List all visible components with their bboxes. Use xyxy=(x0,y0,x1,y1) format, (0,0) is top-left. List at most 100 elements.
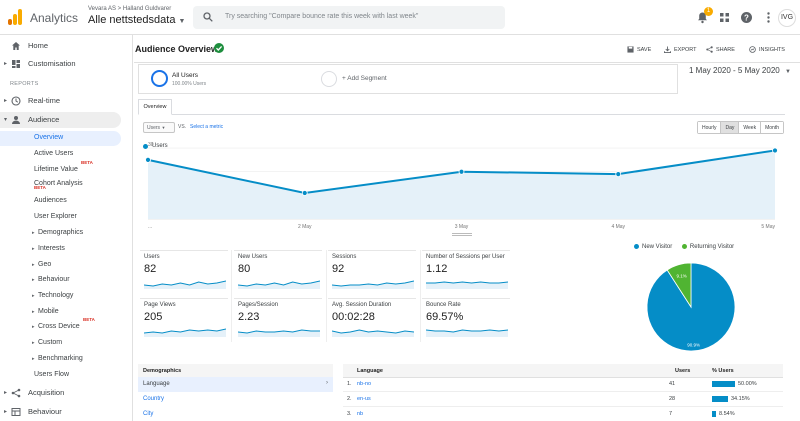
metric-divider xyxy=(231,250,232,342)
tab-overview[interactable]: Overview xyxy=(138,99,172,115)
sidebar-item-audiences[interactable]: Audiences xyxy=(0,194,133,209)
analytics-logo-icon[interactable] xyxy=(8,9,22,25)
demographics-item-label: Language xyxy=(143,381,170,387)
sidebar-item-mobile[interactable]: ▸ Mobile xyxy=(0,305,133,320)
granularity-day[interactable]: Day xyxy=(720,122,739,133)
language-link[interactable]: en-us xyxy=(357,396,371,402)
metric-card[interactable]: Sessions 92 xyxy=(328,250,416,294)
sidebar-item-overview[interactable]: Overview xyxy=(0,131,121,146)
metric-card[interactable]: Bounce Rate 69.57% xyxy=(422,298,510,342)
share-button[interactable]: SHARE xyxy=(706,46,735,53)
sidebar-item-cross-device[interactable]: ▸ Cross Device BETA xyxy=(0,317,133,335)
sidebar-item-audience[interactable]: ▾ Audience xyxy=(0,112,121,128)
home-icon xyxy=(12,42,20,50)
y-tick-label: 30 xyxy=(148,142,154,148)
metric-card[interactable]: Avg. Session Duration 00:02:28 xyxy=(328,298,416,342)
sidebar-item-lifetime-value[interactable]: Lifetime Value BETA xyxy=(0,160,133,178)
export-button[interactable]: EXPORT xyxy=(664,46,697,53)
expand-arrow-icon: ▸ xyxy=(32,309,35,315)
sidebar-item-behaviour-sub[interactable]: ▸ Behaviour xyxy=(0,273,133,288)
metric-select[interactable]: Users ▼ xyxy=(143,122,175,133)
data-point[interactable] xyxy=(615,171,622,177)
granularity-month[interactable]: Month xyxy=(760,122,783,133)
clock-icon xyxy=(11,96,21,106)
sidebar-item-demographics[interactable]: ▸ Demographics xyxy=(0,226,133,241)
apps-grid-icon[interactable] xyxy=(718,11,731,24)
sidebar-item-geo[interactable]: ▸ Geo xyxy=(0,258,133,273)
sidebar-item-active-users[interactable]: Active Users xyxy=(0,147,133,162)
chart-resize-handle[interactable] xyxy=(452,233,472,236)
sidebar-item-label: Behaviour xyxy=(28,407,62,416)
sidebar-item-custom[interactable]: ▸ Custom xyxy=(0,336,133,351)
x-tick-label: 4 May xyxy=(611,224,625,230)
insights-button[interactable]: INSIGHTS xyxy=(749,46,785,53)
chevron-right-icon: › xyxy=(326,380,328,386)
account-breadcrumb[interactable]: Vevara AS > Halland Guldvarer xyxy=(88,6,172,12)
sidebar-item-home[interactable]: Home xyxy=(0,38,133,54)
metric-card[interactable]: Users 82 xyxy=(140,250,228,294)
svg-text:?: ? xyxy=(744,13,749,22)
select-metric-link[interactable]: Select a metric xyxy=(190,124,224,130)
notifications-icon[interactable]: 1 xyxy=(696,7,713,24)
insights-label: INSIGHTS xyxy=(759,46,785,53)
sidebar-item-user-explorer[interactable]: User Explorer xyxy=(0,210,133,225)
metric-card[interactable]: Page Views 205 xyxy=(140,298,228,342)
sidebar-item-cohort-analysis[interactable]: Cohort Analysis BETA xyxy=(0,177,133,192)
pie-legend: New Visitor Returning Visitor xyxy=(634,244,734,250)
metric-label: Page Views xyxy=(144,302,176,308)
demographics-city[interactable]: City xyxy=(138,407,333,421)
granularity-week[interactable]: Week xyxy=(738,122,761,133)
sidebar-item-acquisition[interactable]: ▸ Acquisition xyxy=(0,385,133,401)
report-header: Audience Overview SAVE EXPORT SHARE INSI… xyxy=(134,35,800,63)
x-tick-label: ... xyxy=(148,224,152,230)
sidebar-item-technology[interactable]: ▸ Technology xyxy=(0,289,133,304)
metric-card[interactable]: New Users 80 xyxy=(234,250,322,294)
sidebar-item-users-flow[interactable]: Users Flow xyxy=(0,368,133,383)
metric-divider xyxy=(420,250,421,342)
add-segment-ring-icon[interactable] xyxy=(321,71,337,87)
more-vert-icon[interactable] xyxy=(762,11,775,24)
metric-card[interactable]: Pages/Session 2.23 xyxy=(234,298,322,342)
metric-card[interactable]: Number of Sessions per User 1.12 xyxy=(422,250,510,294)
sidebar-subitem-label: Audiences xyxy=(34,197,67,204)
data-point[interactable] xyxy=(145,157,151,163)
sidebar-subitem-label: Benchmarking xyxy=(38,355,83,362)
behaviour-icon xyxy=(11,408,21,416)
sidebar-subitem-label: Users Flow xyxy=(34,371,70,378)
property-selector[interactable]: Alle nettstedsdata ▼ xyxy=(88,14,185,26)
sparkline xyxy=(332,329,414,337)
granularity-hourly[interactable]: Hourly xyxy=(698,122,721,133)
segment-all-users[interactable]: All Users 100.00% Users xyxy=(139,65,309,93)
demographics-language[interactable]: Language › xyxy=(138,377,333,392)
data-point[interactable] xyxy=(301,190,308,196)
sidebar-item-benchmarking[interactable]: ▸ Benchmarking xyxy=(0,352,133,367)
row-pct: 34.15% xyxy=(731,396,750,402)
visitor-pie-chart[interactable]: 90.9% 9.1% xyxy=(644,260,738,356)
help-icon[interactable]: ? xyxy=(740,11,753,24)
demographics-item-label: City xyxy=(143,411,154,417)
language-link[interactable]: nb-no xyxy=(357,381,372,387)
pie-slice[interactable] xyxy=(666,262,692,309)
metric-value: 205 xyxy=(144,311,163,323)
save-button[interactable]: SAVE xyxy=(627,46,651,53)
language-link[interactable]: nb xyxy=(357,411,364,417)
column-header-users: Users xyxy=(675,368,691,374)
metric-value: 2.23 xyxy=(238,311,260,323)
sidebar-item-label: Real-time xyxy=(28,96,61,105)
metric-divider xyxy=(326,250,327,342)
date-range-picker[interactable]: 1 May 2020 - 5 May 2020 ▼ xyxy=(689,66,791,75)
data-point[interactable] xyxy=(458,168,465,175)
account-avatar[interactable]: IVG xyxy=(778,9,796,27)
sidebar-item-behaviour[interactable]: ▸ Behaviour xyxy=(0,404,133,420)
beta-badge: BETA xyxy=(81,160,93,165)
expand-arrow-icon: ▸ xyxy=(32,293,35,299)
legend-swatch xyxy=(681,244,687,249)
sidebar-item-customisation[interactable]: ▸ Customisation xyxy=(0,56,133,72)
add-segment-button[interactable]: + Add Segment xyxy=(342,75,387,82)
sidebar-item-realtime[interactable]: ▸ Real-time xyxy=(0,93,133,109)
search-box[interactable]: Try searching "Compare bounce rate this … xyxy=(193,6,505,29)
sidebar-item-interests[interactable]: ▸ Interests xyxy=(0,242,133,257)
demographics-country[interactable]: Country xyxy=(138,392,333,407)
data-point[interactable] xyxy=(772,147,778,154)
